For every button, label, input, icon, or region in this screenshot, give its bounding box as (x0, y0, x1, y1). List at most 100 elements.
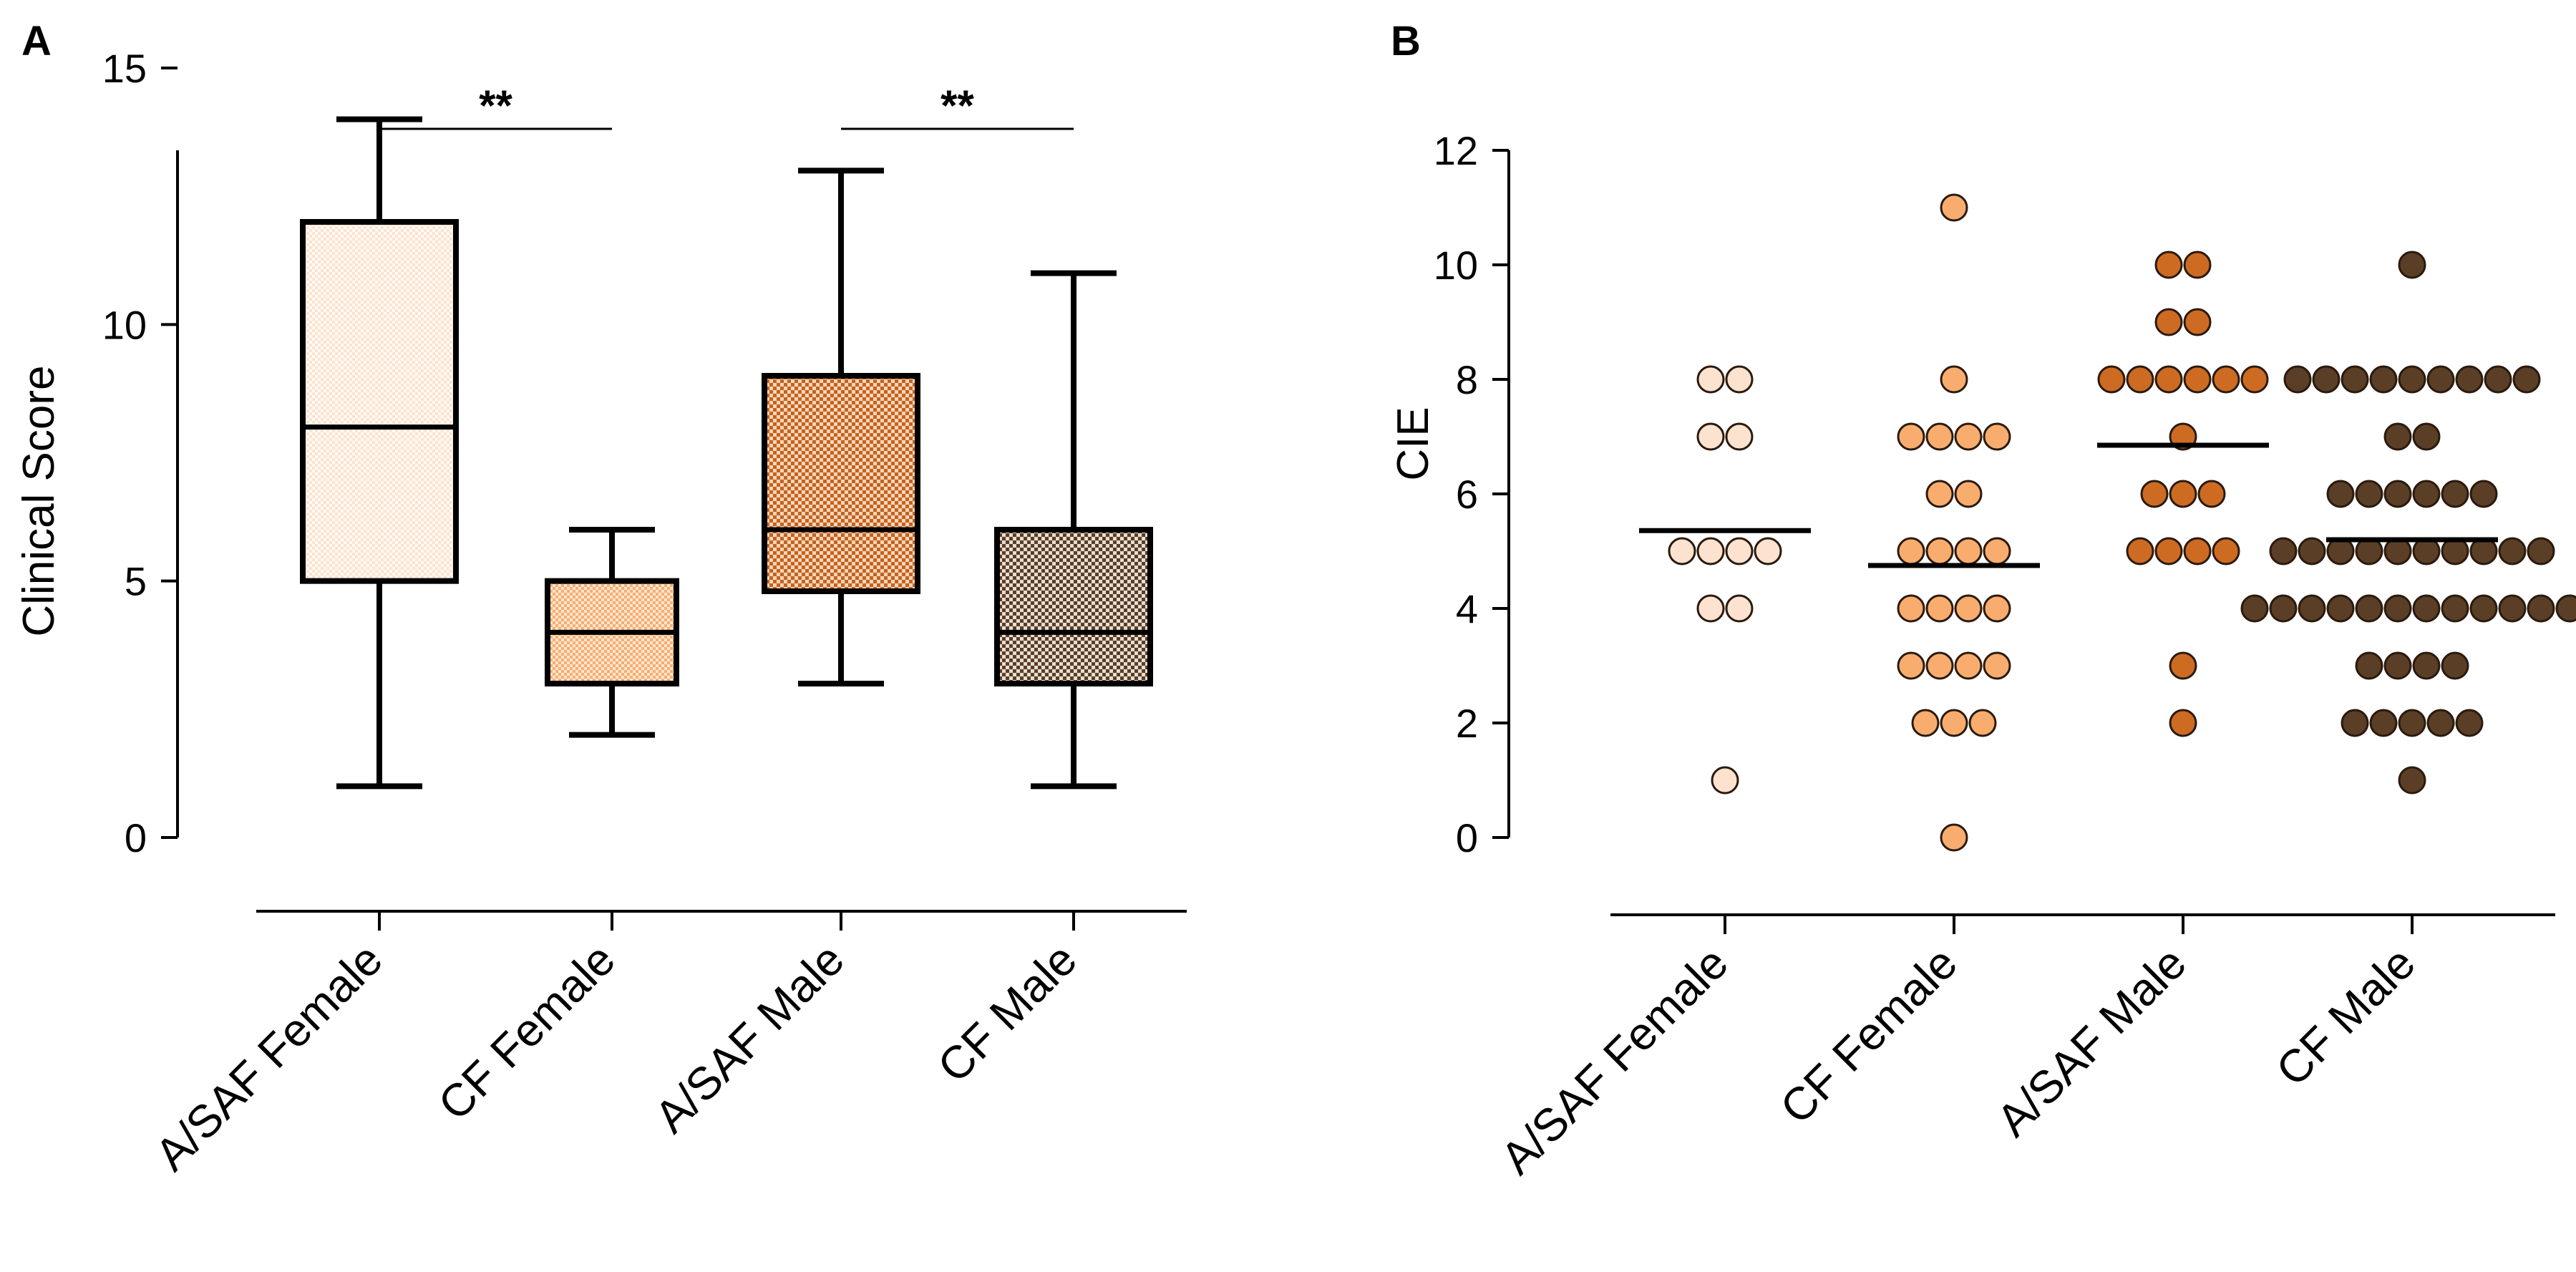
significance-label: ** (941, 82, 974, 130)
data-point (2154, 251, 2183, 279)
data-point (2240, 594, 2269, 623)
data-point (1983, 422, 2011, 451)
data-point (2383, 594, 2412, 623)
data-point (2212, 537, 2240, 565)
box-a-saf-male (762, 168, 920, 686)
panel-b-y-tick-label: 10 (1434, 243, 1478, 288)
data-point (1725, 594, 1754, 623)
data-point (2183, 251, 2212, 279)
data-point (2469, 480, 2498, 508)
data-point (2469, 594, 2498, 623)
data-point (2455, 365, 2484, 394)
series-a-saf-female (1668, 365, 1782, 795)
panel-b-y-tick-label: 6 (1456, 472, 1478, 517)
panel-b-y-tick-label: 2 (1456, 701, 1478, 746)
data-point (2412, 480, 2441, 508)
panel-b-label: B (1391, 18, 1421, 64)
data-point (1940, 365, 1968, 394)
data-point (1940, 709, 1968, 737)
box-cf-male (994, 270, 1153, 790)
panel-a-y-tick-label: 15 (102, 46, 147, 91)
data-point (1711, 766, 1739, 795)
data-point (2383, 422, 2412, 451)
panel-a-category-label: A/SAF Female (145, 933, 392, 1180)
data-point (2169, 651, 2197, 680)
box-cf-female (545, 527, 679, 738)
panel-b-y-tick-label: 8 (1456, 357, 1478, 402)
data-point (1925, 480, 1954, 508)
data-point (2212, 365, 2240, 394)
data-point (1968, 709, 1997, 737)
data-point (2169, 709, 2197, 737)
data-point (2326, 594, 2355, 623)
panel-b-category-label: A/SAF Male (1987, 937, 2196, 1146)
data-point (1983, 651, 2011, 680)
data-point (1897, 537, 1925, 565)
data-point (1668, 537, 1696, 565)
data-point (1696, 537, 1725, 565)
data-point (1897, 651, 1925, 680)
data-point (2183, 365, 2212, 394)
data-point (2512, 365, 2541, 394)
panel-a-y-axis-title: Clinical Score (14, 365, 64, 636)
data-point (2441, 594, 2469, 623)
data-point (2183, 537, 2212, 565)
data-point (1725, 422, 1754, 451)
data-point (1696, 365, 1725, 394)
data-point (2183, 308, 2212, 336)
data-point (1925, 594, 1954, 623)
data-point (2383, 480, 2412, 508)
data-point (2312, 365, 2341, 394)
iqr-box (994, 527, 1153, 686)
data-point (1696, 594, 1725, 623)
data-point (2498, 594, 2527, 623)
data-point (2398, 766, 2426, 795)
panel-b-scatter-plot: 0 2 4 6 8 10 12 A/SAF Female CF Female A/SAF Mal… (1434, 128, 2576, 1184)
data-point (2412, 422, 2441, 451)
data-point (1983, 537, 2011, 565)
data-point (1911, 709, 1940, 737)
data-point (2154, 365, 2183, 394)
data-point (1925, 537, 1954, 565)
data-point (2140, 480, 2169, 508)
data-point (2426, 709, 2455, 737)
data-point (2154, 308, 2183, 336)
data-point (1725, 365, 1754, 394)
data-point (2341, 709, 2369, 737)
data-point (1897, 594, 1925, 623)
data-point (2455, 709, 2484, 737)
data-point (2126, 537, 2154, 565)
data-point (1954, 537, 1983, 565)
series-cf-male (2240, 251, 2576, 795)
data-point (1954, 422, 1983, 451)
panel-a-category-label: CF Male (928, 933, 1087, 1092)
data-point (2298, 594, 2326, 623)
data-point (2555, 594, 2576, 623)
data-point (2169, 480, 2197, 508)
significance-label: ** (479, 82, 512, 130)
data-point (2283, 365, 2312, 394)
data-point (2298, 537, 2326, 565)
panel-a-category-label: CF Female (428, 933, 625, 1130)
panel-a-y-tick-label: 5 (125, 559, 147, 604)
data-point (2269, 537, 2298, 565)
panel-b-y-tick-label: 12 (1434, 128, 1478, 173)
panel-b-category-label: CF Female (1770, 937, 1967, 1134)
data-point (2269, 594, 2298, 623)
data-point (2341, 365, 2369, 394)
series-a-saf-male (2097, 251, 2269, 737)
data-point (2398, 709, 2426, 737)
data-point (2369, 709, 2398, 737)
data-point (2412, 651, 2441, 680)
data-point (2355, 651, 2383, 680)
data-point (1754, 537, 1782, 565)
panel-a-y-tick-label: 0 (125, 815, 147, 860)
data-point (1940, 823, 1968, 852)
data-point (2441, 480, 2469, 508)
data-point (2355, 594, 2383, 623)
data-point (1954, 651, 1983, 680)
data-point (1725, 537, 1754, 565)
series-cf-female (1897, 193, 2011, 852)
data-point (1696, 422, 1725, 451)
panel-b-category-label: CF Male (2266, 937, 2425, 1096)
